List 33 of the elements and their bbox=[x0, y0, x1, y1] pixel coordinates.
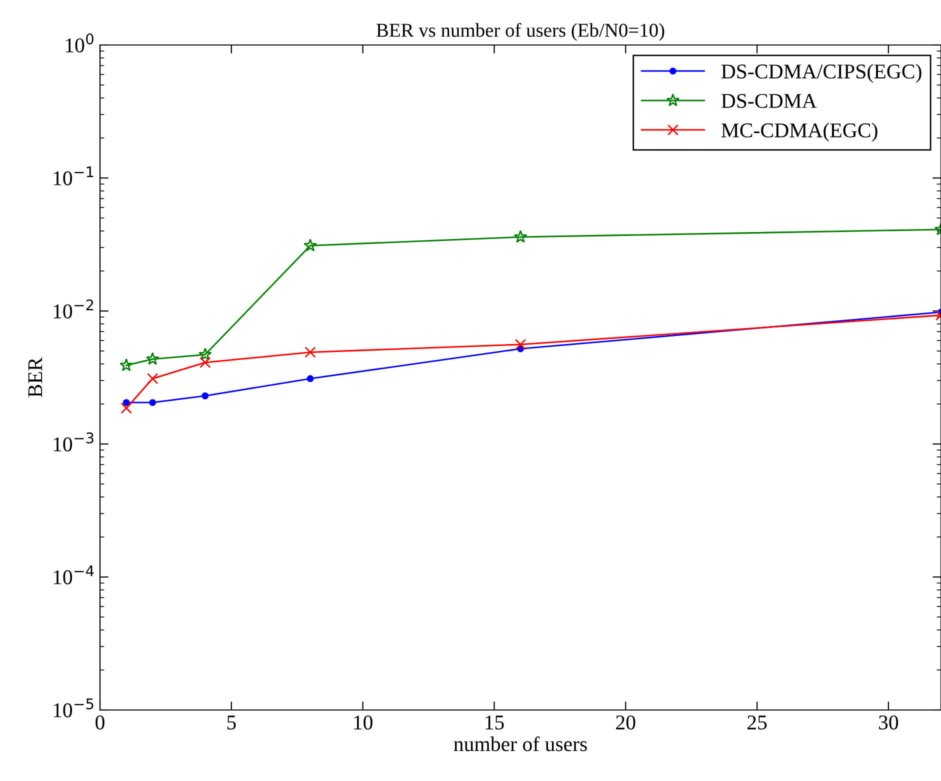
y-axis-title: BER bbox=[28, 357, 42, 398]
y-tick-label: 10$^{0}$ bbox=[66, 33, 94, 52]
x-tick-label: 20 bbox=[616, 715, 636, 730]
x-tick-label: 15 bbox=[486, 716, 504, 730]
point bbox=[149, 399, 156, 406]
point bbox=[122, 399, 130, 406]
chart-title: BER vs number of users (Eb/N0=10) bbox=[376, 22, 664, 41]
y-tick-label: 10$^{−4}$ bbox=[54, 566, 94, 584]
point bbox=[202, 392, 209, 400]
x-tick-label: 0 bbox=[96, 715, 104, 730]
x-tick-label: 30 bbox=[879, 715, 898, 730]
point bbox=[120, 402, 132, 414]
point bbox=[304, 238, 317, 252]
y-tick-label: 10$^{−2}$ bbox=[54, 299, 94, 318]
legend-label: DS-CDMA bbox=[721, 94, 817, 108]
point bbox=[120, 358, 133, 372]
point bbox=[198, 348, 212, 360]
legend-label: DS-CDMA/CIPS(EGC) bbox=[721, 64, 922, 83]
x-tick-label: 10 bbox=[354, 715, 372, 730]
legend-label: MC-CDMA(EGC) bbox=[721, 122, 878, 142]
point bbox=[514, 338, 526, 350]
point bbox=[200, 356, 211, 368]
x-tick-label: 5 bbox=[227, 716, 236, 730]
x-axis-title: number of users bbox=[454, 736, 587, 752]
point bbox=[147, 373, 158, 384]
x-tick-label: 25 bbox=[748, 716, 767, 730]
point bbox=[304, 346, 316, 358]
point bbox=[514, 230, 528, 243]
y-tick-label: 10$^{−3}$ bbox=[54, 432, 94, 452]
point bbox=[146, 352, 160, 365]
point bbox=[306, 375, 314, 382]
y-tick-label: 10$^{−1}$ bbox=[54, 166, 94, 186]
y-tick-label: 10$^{−5}$ bbox=[54, 698, 94, 718]
